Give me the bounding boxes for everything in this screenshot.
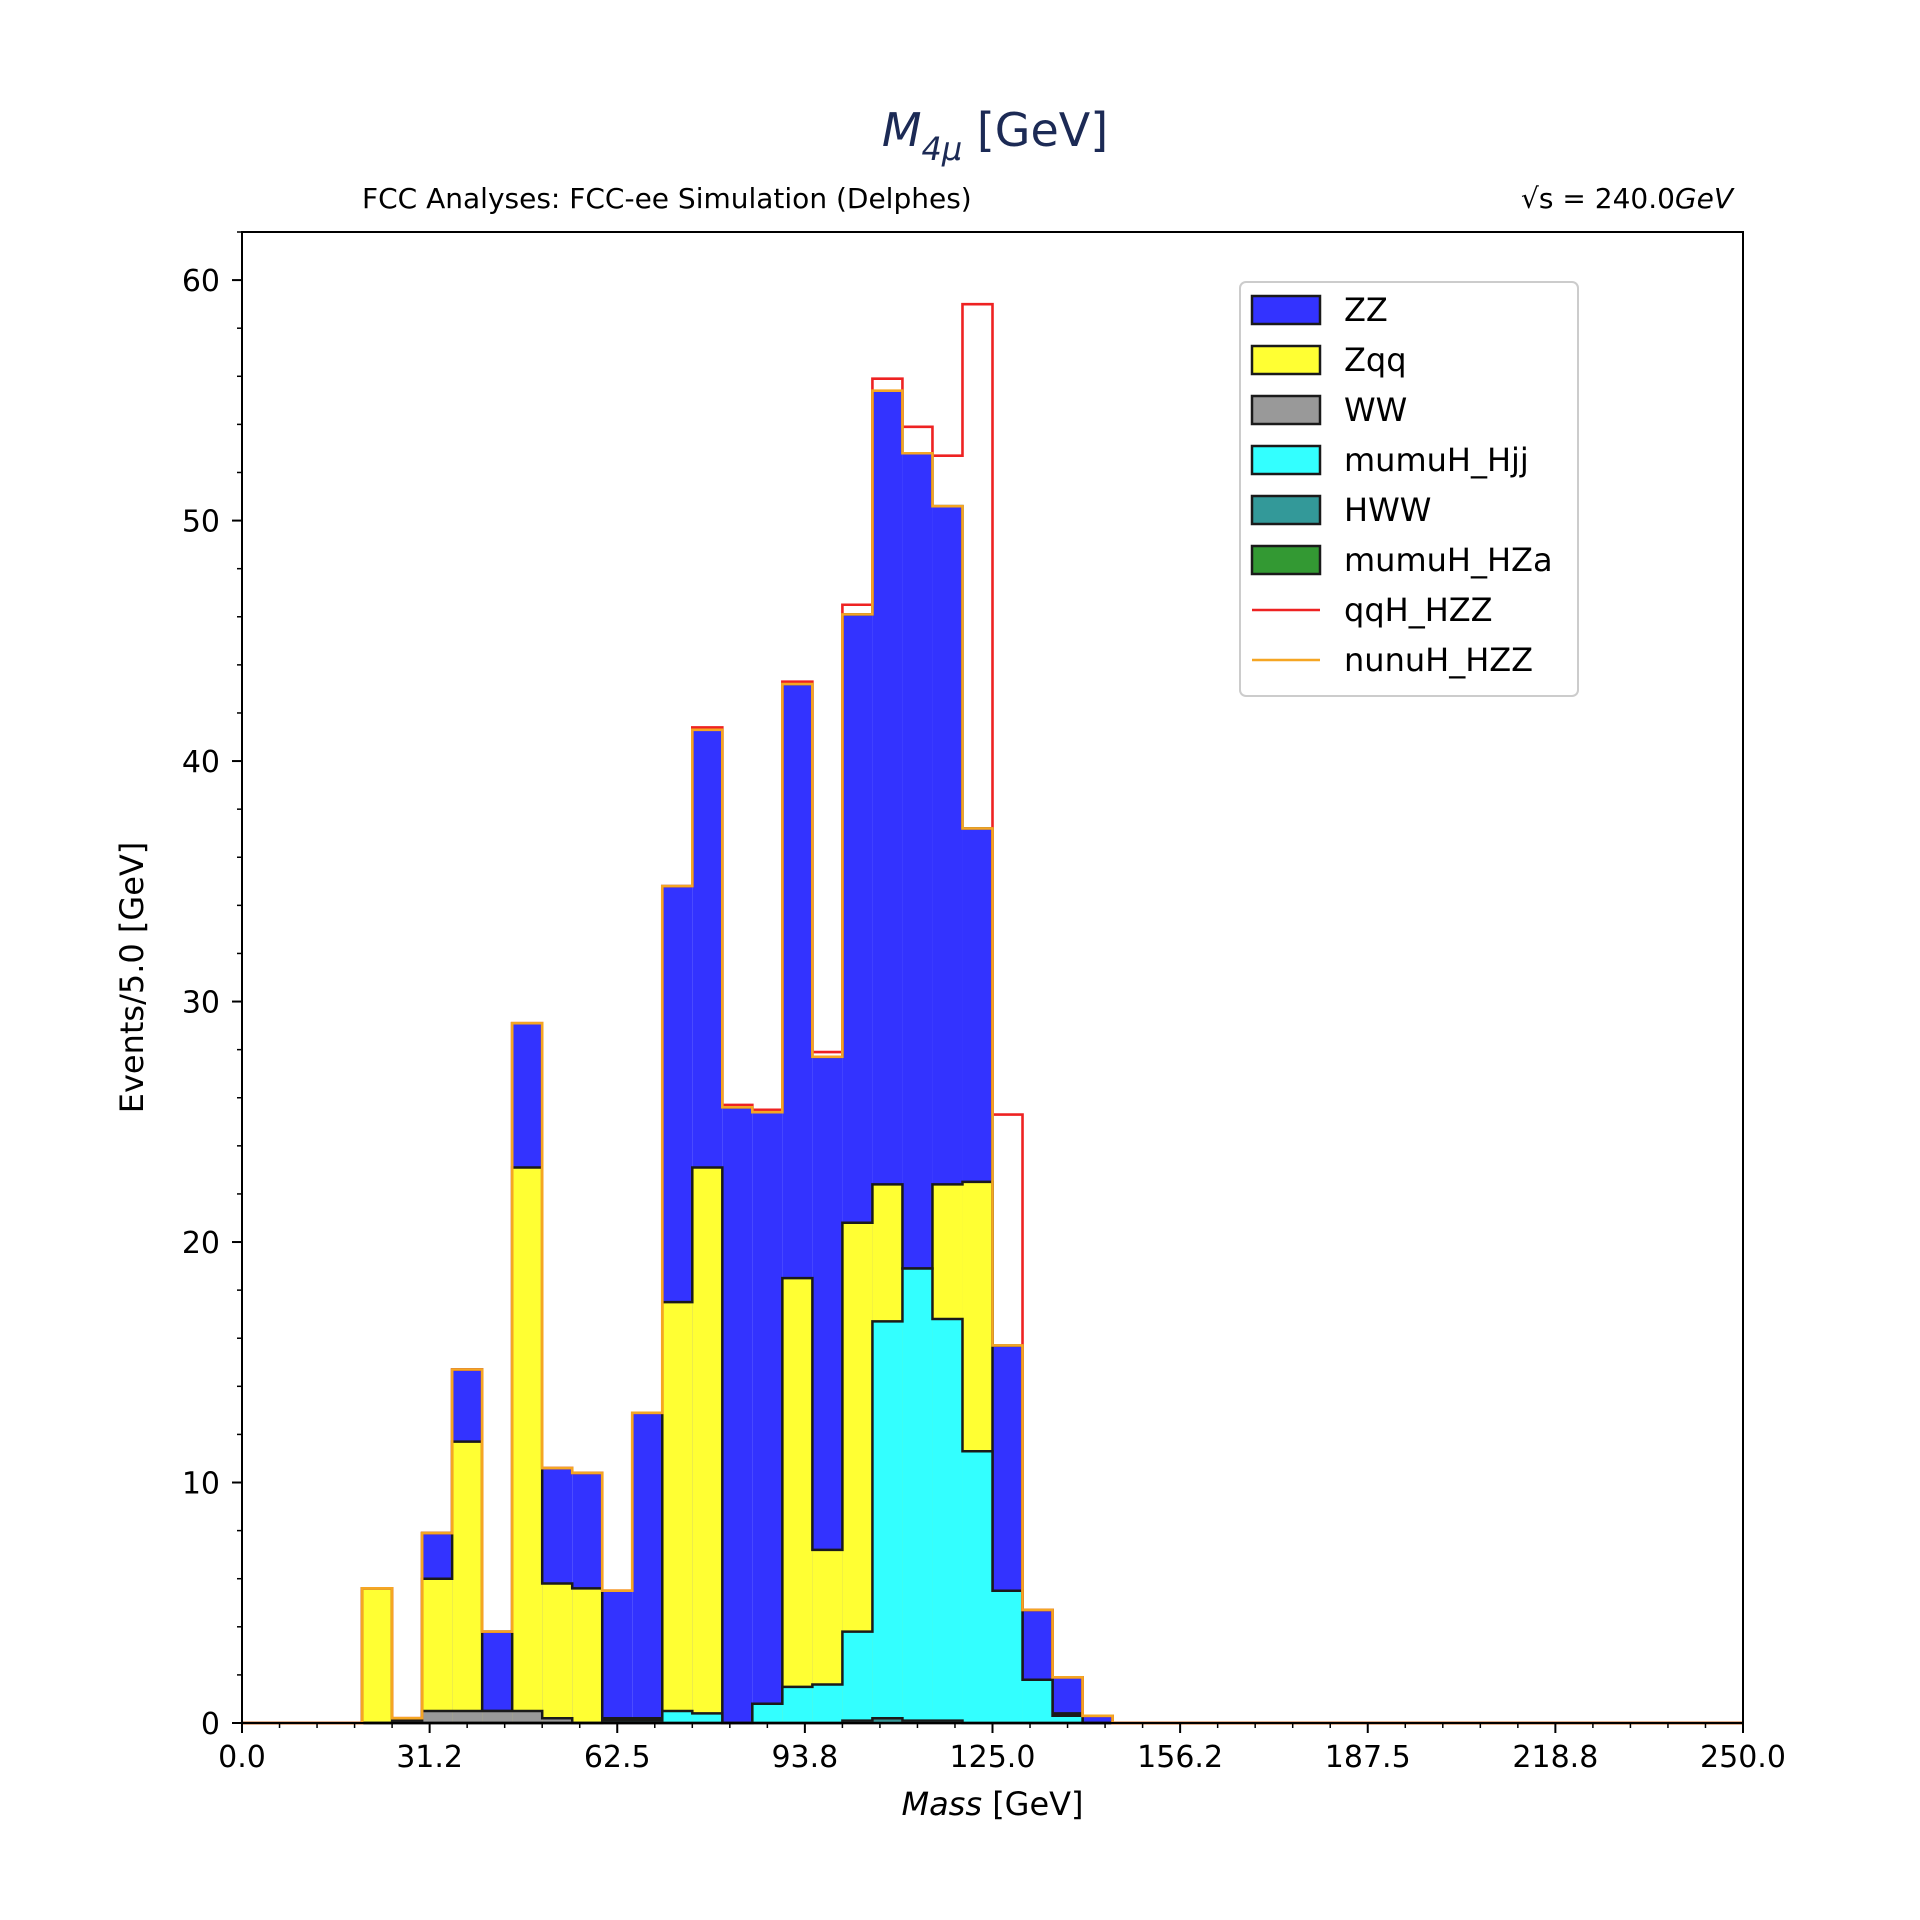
bar-zqq-35: [452, 1441, 483, 1723]
legend-swatch-zz: [1250, 294, 1322, 326]
x-tick-label: 31.2: [396, 1740, 463, 1775]
legend-label-hww: HWW: [1344, 491, 1431, 529]
x-axis-label-unit: [GeV]: [982, 1785, 1084, 1823]
x-tick-label: 218.8: [1512, 1740, 1598, 1775]
legend-swatch-ww: [1250, 394, 1322, 426]
x-tick-label: 62.5: [584, 1740, 651, 1775]
bar-mumuh-hjj-100: [842, 1631, 873, 1723]
bar-mumuh-hjj-85: [752, 1703, 783, 1723]
x-axis-label-italic: Mass: [901, 1785, 982, 1823]
bar-zqq-75: [692, 1167, 723, 1723]
plot-frame: [241, 231, 1744, 1724]
subtitle-right-unit: GeV: [1675, 182, 1735, 215]
bar-zz-65: [632, 1412, 663, 1723]
chart-title-subscript: 4μ: [922, 130, 963, 168]
legend-swatch-zqq: [1250, 344, 1322, 376]
bar-ww-45: [512, 1710, 543, 1723]
x-tick-label: 93.8: [771, 1740, 838, 1775]
bar-zqq-50: [542, 1583, 573, 1723]
bar-mumuh-hjj-90: [782, 1686, 813, 1723]
subtitle-left: FCC Analyses: FCC-ee Simulation (Delphes…: [362, 182, 972, 215]
bar-zqq-90: [782, 1278, 813, 1723]
bar-ww-30: [422, 1710, 453, 1723]
bar-mumuh-hjj-95: [812, 1684, 843, 1723]
x-tick-label: 250.0: [1700, 1740, 1786, 1775]
bar-mumuh-hjj-125: [992, 1590, 1023, 1723]
subtitle-right-value: 240.0: [1595, 182, 1675, 215]
y-axis-label: Events/5.0 [GeV]: [113, 842, 151, 1114]
subtitle-right-prefix: √s =: [1521, 182, 1595, 215]
x-tick-label: 0.0: [218, 1740, 266, 1775]
chart-title: M4μ [GeV]: [882, 103, 1108, 168]
x-tick-label: 125.0: [950, 1740, 1036, 1775]
legend-label-nunuh-hzz: nunuH_HZZ: [1344, 641, 1533, 679]
legend-label-mumuh-hjj: mumuH_Hjj: [1344, 441, 1529, 479]
legend: ZZ Zqq WW mumuH_Hjj HWW mumuH_HZa qqH_HZZ nunuH…: [1239, 281, 1579, 697]
bar-hww-105: [872, 1718, 903, 1723]
bar-mumuh-hjj-115: [932, 1318, 963, 1723]
histogram-bars: [242, 389, 1743, 1725]
y-tick-label: 20: [182, 1226, 220, 1261]
bar-mumuh-hjj-130: [1022, 1679, 1053, 1723]
chart-title-unit: [GeV]: [962, 103, 1108, 157]
bar-mumuh-hjj-120: [962, 1451, 993, 1723]
bar-mumuh-hjj-110: [902, 1268, 933, 1723]
y-tick-label: 10: [182, 1467, 220, 1502]
bar-zz-140: [1082, 1715, 1113, 1723]
series-mumuh-hjj: [242, 1267, 1743, 1725]
y-tick-label: 30: [182, 986, 220, 1021]
legend-swatch-hww: [1250, 494, 1322, 526]
bar-zqq-45: [512, 1167, 543, 1723]
bar-zz-85: [752, 1112, 783, 1723]
bar-zqq-70: [662, 1302, 693, 1723]
bar-zz-40: [482, 1631, 513, 1723]
bar-zqq-30: [422, 1578, 453, 1723]
bar-zz-80: [722, 1107, 753, 1723]
bar-mumuh-hjj-75: [692, 1713, 723, 1723]
y-tick-label: 60: [182, 264, 220, 299]
legend-label-mumuh-hza: mumuH_HZa: [1344, 541, 1553, 579]
legend-label-qqh-hzz: qqH_HZZ: [1344, 591, 1493, 629]
bar-mumuh-hjj-70: [662, 1710, 693, 1723]
bar-ww-40: [482, 1710, 513, 1723]
x-tick-label: 156.2: [1137, 1740, 1223, 1775]
x-tick-label: 187.5: [1325, 1740, 1411, 1775]
legend-label-zz: ZZ: [1344, 291, 1388, 329]
bar-zz-60: [602, 1590, 633, 1723]
legend-label-zqq: Zqq: [1344, 341, 1407, 379]
legend-label-ww: WW: [1344, 391, 1407, 429]
legend-swatch-mumuh-hza: [1250, 544, 1322, 576]
y-tick-label: 50: [182, 505, 220, 540]
bar-ww-35: [452, 1710, 483, 1723]
y-tick-label: 0: [201, 1707, 220, 1742]
subtitle-right: √s = 240.0GeV: [1521, 182, 1735, 215]
chart-title-symbol: M: [882, 103, 922, 157]
bar-zqq-55: [572, 1588, 603, 1723]
x-axis-label: Mass [GeV]: [901, 1785, 1083, 1823]
legend-box: [1239, 281, 1579, 697]
legend-swatch-mumuh-hjj: [1250, 444, 1322, 476]
bar-ww-50: [542, 1718, 573, 1723]
bar-mumuh-hjj-135: [1052, 1715, 1083, 1723]
bar-mumuh-hjj-105: [872, 1321, 903, 1723]
bar-zqq-20: [362, 1588, 393, 1723]
axis-ticks: 0.0 31.2 62.5 93.8 125.0 156.2 187.5 218.8 250.0…: [182, 231, 1786, 1775]
y-tick-label: 40: [182, 745, 220, 780]
